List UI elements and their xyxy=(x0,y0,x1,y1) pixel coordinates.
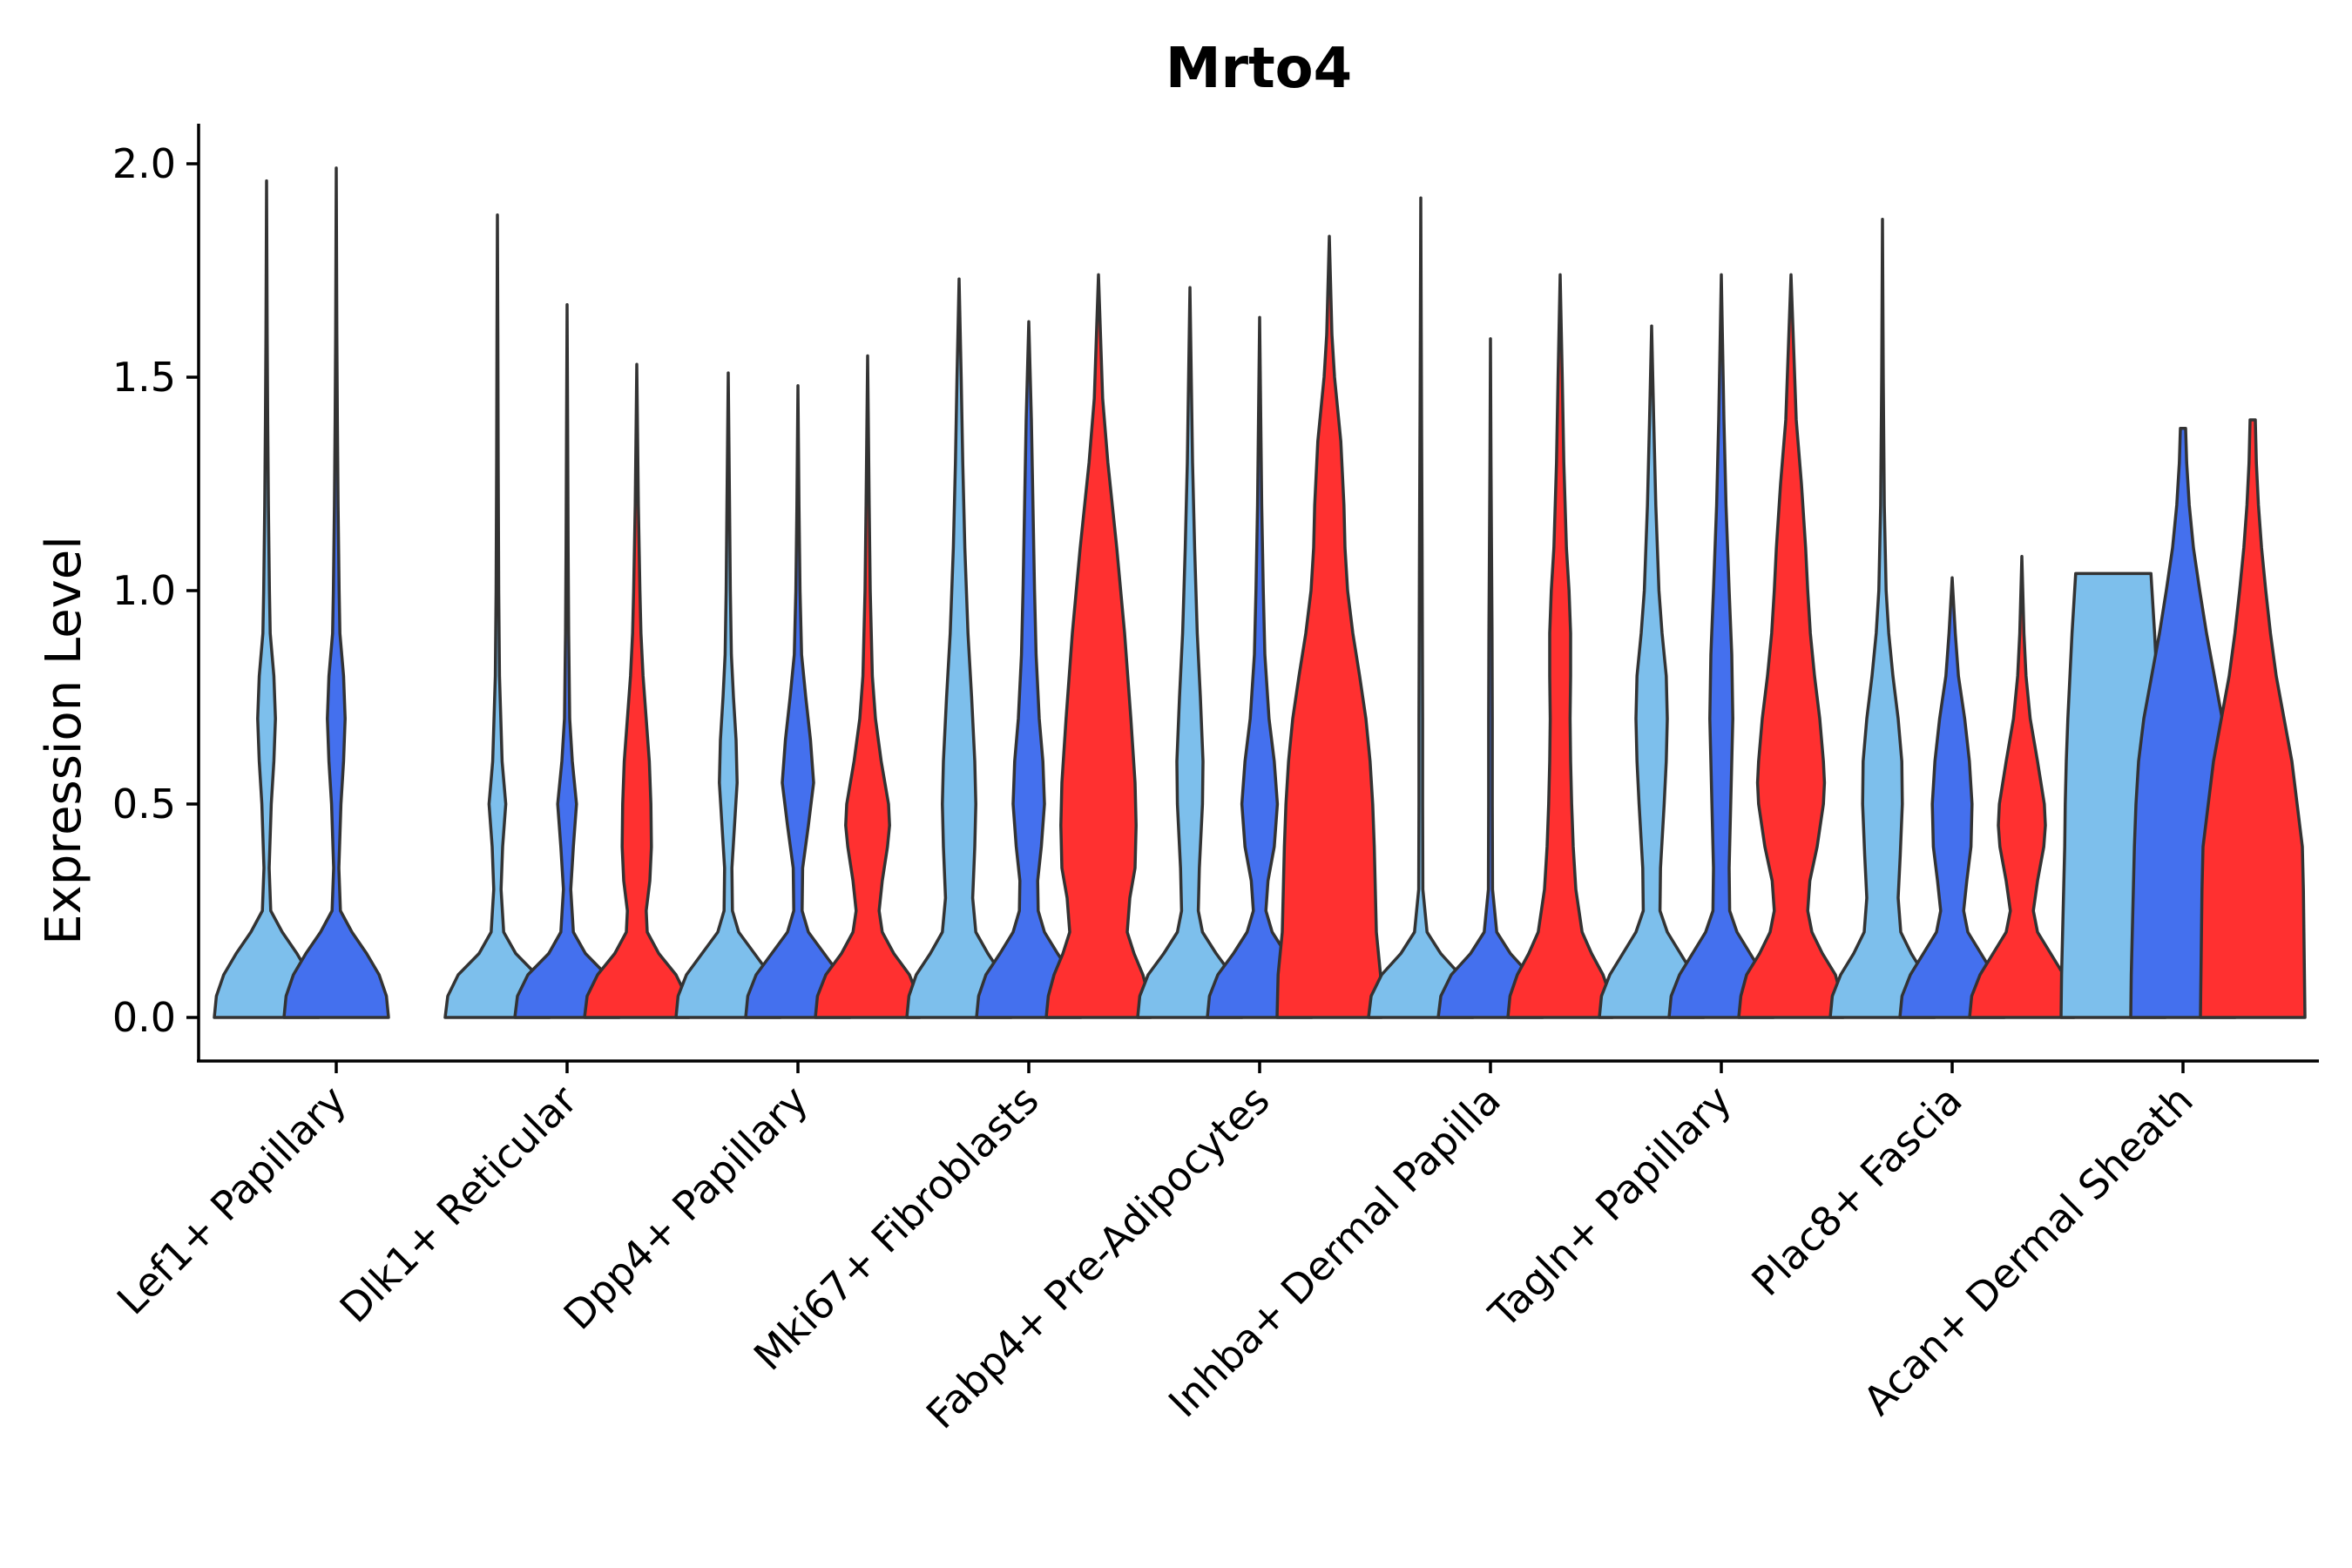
violins-layer xyxy=(213,166,2307,1019)
violin-group-2 xyxy=(513,302,621,1019)
violin-group-1 xyxy=(905,277,1013,1019)
x-tick-label: Tagln+ Papillary xyxy=(1479,1077,1740,1338)
x-tick-label: Plac8+ Fascia xyxy=(1742,1077,1970,1305)
violin-group-3 xyxy=(2199,418,2307,1019)
violin-group-3 xyxy=(1506,273,1614,1019)
violin-group-2 xyxy=(1898,576,2006,1019)
violin-group-1 xyxy=(1136,286,1244,1019)
violin-group-2 xyxy=(1436,337,1544,1019)
violin-group-1 xyxy=(1598,324,1706,1019)
violin-group-2 xyxy=(1206,315,1314,1019)
violin-group-3 xyxy=(814,354,922,1019)
violin-group-3 xyxy=(1968,555,2076,1019)
y-tick-label: 1.0 xyxy=(112,567,176,614)
y-tick-label: 0.0 xyxy=(112,994,176,1041)
violin-group-3 xyxy=(1275,234,1383,1019)
violin-group-1 xyxy=(674,371,782,1019)
chart-title: Mrto4 xyxy=(1166,37,1352,101)
y-tick-label: 1.5 xyxy=(112,354,176,401)
y-tick-label: 0.5 xyxy=(112,781,176,828)
violin-group-3 xyxy=(583,362,691,1019)
violin-group-2 xyxy=(744,384,852,1019)
violin-group-1 xyxy=(443,213,551,1019)
violin-group-2 xyxy=(975,320,1083,1019)
x-tick-label: Lef1+ Papillary xyxy=(108,1077,355,1324)
violin-group-3 xyxy=(1044,273,1152,1019)
y-ticks-layer: 0.0 0.5 1.0 1.5 2.0 xyxy=(112,140,199,1041)
y-axis-label: Expression Level xyxy=(36,536,92,945)
violin-group-1 xyxy=(1828,217,1936,1019)
x-tick-label: Dlk1+ Reticular xyxy=(331,1077,586,1332)
violin-group-2 xyxy=(282,166,390,1019)
violin-group-3 xyxy=(1737,273,1845,1019)
violin-group-1 xyxy=(1367,196,1475,1019)
y-tick-label: 2.0 xyxy=(112,140,176,187)
violin-group-2 xyxy=(1667,273,1775,1019)
x-tick-label: Dpp4+ Papillary xyxy=(555,1077,817,1339)
violin-group-1 xyxy=(213,179,321,1019)
